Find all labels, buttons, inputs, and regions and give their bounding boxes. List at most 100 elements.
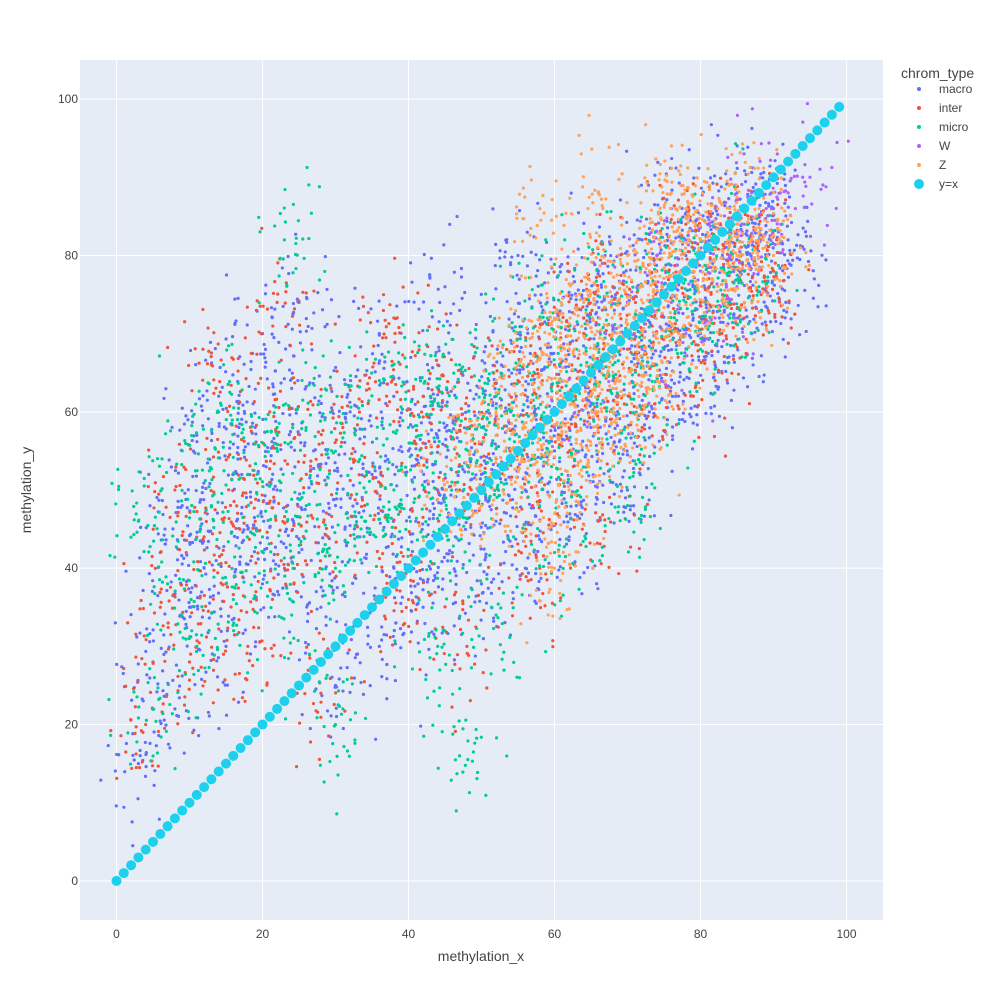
point-micro bbox=[304, 428, 308, 432]
point-macro bbox=[647, 378, 651, 382]
point-inter bbox=[201, 307, 205, 312]
point-macro bbox=[596, 587, 600, 591]
point-macro bbox=[361, 462, 365, 466]
point-macro bbox=[337, 453, 341, 457]
point-micro bbox=[347, 345, 351, 349]
point-macro bbox=[754, 182, 758, 186]
point-micro bbox=[145, 633, 150, 637]
point-micro bbox=[183, 626, 187, 631]
point-macro bbox=[567, 538, 571, 542]
point-inter bbox=[283, 301, 287, 305]
point-macro bbox=[327, 512, 331, 517]
point-macro bbox=[691, 312, 695, 316]
point-macro bbox=[602, 298, 606, 302]
point-macro bbox=[438, 300, 442, 305]
point-macro bbox=[642, 423, 647, 427]
point-macro bbox=[238, 555, 243, 559]
point-micro bbox=[236, 406, 241, 410]
point-micro bbox=[487, 372, 491, 376]
point-micro bbox=[454, 395, 458, 400]
point-macro bbox=[256, 557, 260, 561]
point-inter bbox=[316, 430, 321, 434]
point-macro bbox=[193, 451, 197, 455]
point-macro bbox=[612, 492, 616, 496]
point-inter bbox=[178, 483, 182, 488]
point-inter bbox=[397, 325, 401, 330]
point-inter bbox=[333, 427, 337, 431]
point-inter bbox=[422, 463, 426, 467]
point-macro bbox=[482, 570, 486, 574]
point-micro bbox=[321, 549, 325, 553]
point-macro bbox=[811, 296, 815, 300]
point-macro bbox=[528, 351, 532, 356]
point-inter bbox=[252, 625, 256, 630]
point-micro bbox=[209, 505, 214, 509]
point-micro bbox=[130, 489, 134, 493]
point-macro bbox=[343, 525, 347, 529]
point-inter bbox=[534, 392, 538, 396]
point-inter bbox=[600, 308, 604, 312]
point-inter bbox=[381, 293, 386, 297]
point-micro bbox=[432, 562, 436, 566]
point-macro bbox=[639, 338, 644, 342]
point-macro bbox=[290, 371, 294, 375]
point-inter bbox=[599, 561, 603, 566]
point-macro bbox=[566, 480, 570, 485]
point-macro bbox=[540, 304, 544, 309]
point-inter bbox=[331, 570, 335, 574]
point-inter bbox=[620, 252, 624, 256]
point-macro bbox=[744, 308, 748, 312]
point-macro bbox=[435, 571, 439, 575]
point-macro bbox=[273, 545, 278, 549]
point-inter bbox=[238, 527, 242, 531]
point-macro bbox=[759, 354, 763, 358]
point-inter bbox=[232, 633, 237, 637]
point-macro bbox=[454, 574, 458, 578]
point-macro bbox=[646, 467, 650, 471]
point-micro bbox=[359, 558, 363, 562]
point-inter bbox=[296, 405, 301, 409]
point-micro bbox=[238, 643, 242, 647]
point-micro bbox=[307, 502, 311, 506]
point-macro bbox=[144, 751, 148, 755]
point-inter bbox=[222, 599, 226, 604]
point-micro bbox=[374, 535, 378, 539]
point-micro bbox=[364, 490, 368, 494]
point-macro bbox=[781, 337, 785, 342]
point-macro bbox=[599, 283, 603, 287]
point-inter bbox=[529, 485, 534, 490]
point-micro bbox=[157, 510, 161, 514]
point-macro bbox=[279, 447, 283, 452]
point-inter bbox=[357, 397, 361, 401]
point-micro bbox=[136, 716, 141, 720]
point-inter bbox=[153, 481, 157, 485]
point-macro bbox=[242, 528, 246, 532]
point-inter bbox=[211, 701, 215, 705]
point-macro bbox=[513, 487, 517, 491]
point-macro bbox=[179, 505, 183, 510]
point-macro bbox=[658, 373, 662, 377]
point-micro bbox=[451, 544, 456, 548]
point-macro bbox=[370, 440, 375, 444]
point-macro bbox=[643, 249, 647, 253]
point-macro bbox=[501, 540, 506, 544]
point-micro bbox=[245, 473, 250, 477]
point-inter bbox=[224, 560, 228, 565]
point-inter bbox=[215, 544, 219, 548]
point-inter bbox=[467, 653, 471, 657]
point-macro bbox=[361, 466, 365, 471]
point-micro bbox=[379, 381, 383, 385]
point-macro bbox=[415, 602, 419, 607]
point-macro bbox=[213, 346, 217, 351]
point-macro bbox=[189, 532, 193, 536]
point-macro bbox=[445, 552, 449, 556]
point-macro bbox=[668, 389, 673, 393]
point-inter bbox=[223, 505, 228, 509]
point-micro bbox=[290, 613, 294, 617]
point-micro bbox=[282, 655, 287, 660]
point-micro bbox=[418, 448, 422, 452]
point-inter bbox=[219, 358, 223, 362]
point-micro bbox=[348, 558, 352, 562]
point-macro bbox=[745, 229, 749, 233]
